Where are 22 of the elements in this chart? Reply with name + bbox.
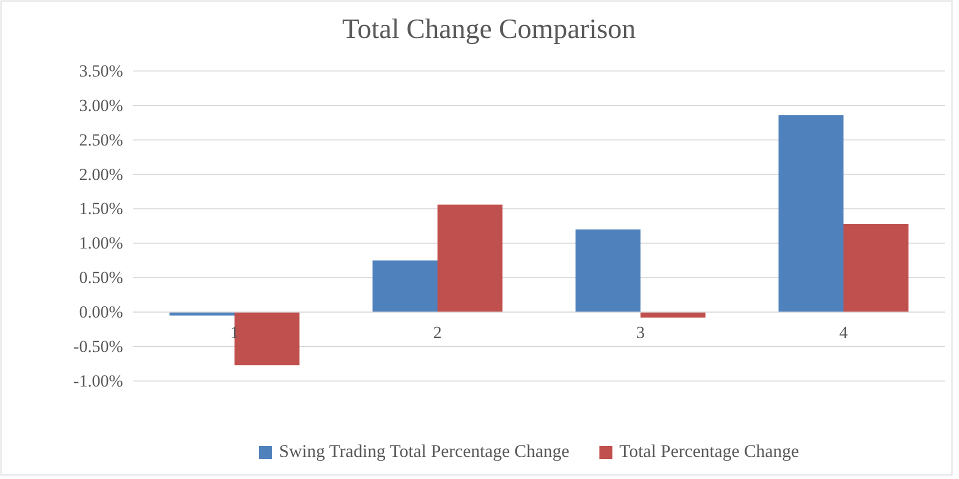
y-tick-label: 1.00%: [79, 234, 123, 253]
legend-label: Total Percentage Change: [619, 441, 800, 461]
bar: [844, 224, 908, 312]
y-tick-label: 3.50%: [79, 61, 123, 80]
bar: [778, 115, 844, 312]
y-tick-label: 3.00%: [79, 96, 123, 115]
legend-label: Swing Trading Total Percentage Change: [278, 441, 570, 461]
y-tick-label: -0.50%: [73, 336, 123, 356]
x-tick-label: 4: [839, 323, 848, 342]
bar: [438, 204, 502, 312]
y-tick-label: -1.00%: [73, 371, 123, 390]
bar: [640, 312, 706, 318]
chart-title: Total Change Comparison: [342, 14, 636, 45]
y-tick-label: 0.00%: [79, 302, 123, 322]
y-tick-label: 2.50%: [79, 130, 123, 150]
y-tick-label: 2.00%: [79, 164, 123, 184]
bar: [576, 229, 640, 312]
bar: [372, 260, 438, 312]
x-tick-label: 3: [636, 323, 645, 342]
x-tick-label: 2: [433, 323, 442, 342]
y-tick-label: 1.50%: [79, 199, 123, 218]
y-tick-label: 0.50%: [79, 268, 123, 288]
